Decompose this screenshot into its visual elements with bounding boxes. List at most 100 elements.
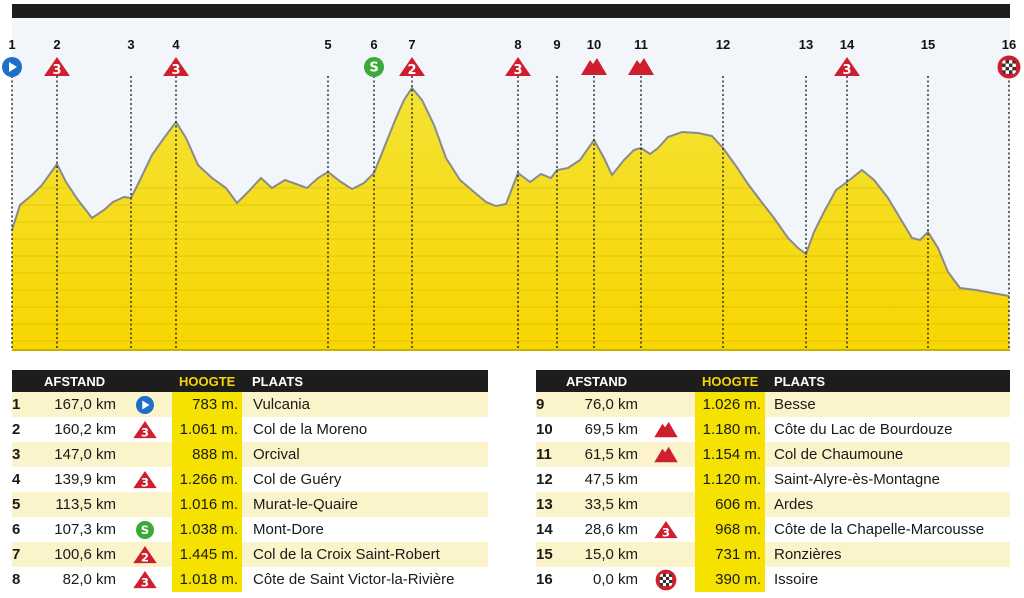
svg-text:3: 3: [141, 425, 149, 439]
point-number: 8: [514, 37, 521, 52]
point-number: 9: [553, 37, 560, 52]
row-distance: 107,3 km: [54, 521, 116, 538]
row-icon: 3: [131, 419, 157, 440]
table-row: 7 100,6 km 2 1.445 m. Col de la Croix Saint-…: [12, 542, 488, 567]
point-number: 16: [1002, 37, 1016, 52]
row-icon: 2: [131, 544, 157, 565]
category-3-climb-icon: 3: [505, 57, 531, 78]
row-distance: 147,0 km: [54, 446, 116, 463]
row-number: 8: [12, 571, 21, 588]
table-rows: 1 167,0 km 783 m. Vulcania 2 160,2 km 3 1.061 m…: [12, 392, 488, 592]
row-distance: 15,0 km: [584, 546, 638, 563]
row-distance: 61,5 km: [584, 446, 638, 463]
row-altitude: 1.016 m.: [172, 492, 242, 517]
row-altitude: 731 m.: [695, 542, 765, 567]
row-place: Ronzières: [774, 546, 842, 563]
table-header: AFSTAND HOOGTE PLAATS: [12, 370, 488, 392]
table-row: 2 160,2 km 3 1.061 m. Col de la Moreno: [12, 417, 488, 442]
row-altitude: 390 m.: [695, 567, 765, 592]
table-row: 5 113,5 km 1.016 m. Murat-le-Quaire: [12, 492, 488, 517]
row-altitude: 1.180 m.: [695, 417, 765, 442]
table-row: 13 33,5 km 606 m. Ardes: [536, 492, 1010, 517]
row-number: 4: [12, 471, 21, 488]
header-afstand: AFSTAND: [44, 374, 106, 389]
row-icon: [652, 444, 678, 465]
row-distance: 113,5 km: [55, 496, 116, 513]
row-number: 2: [12, 421, 21, 438]
row-distance: 139,9 km: [54, 471, 116, 488]
row-altitude: 1.038 m.: [172, 517, 242, 542]
row-place: Mont-Dore: [253, 521, 324, 538]
point-number: 6: [370, 37, 377, 52]
header-hoogte: HOOGTE: [179, 374, 236, 389]
row-altitude: 1.061 m.: [172, 417, 242, 442]
row-place: Col de Chaumoune: [774, 446, 904, 463]
row-place: Col de la Croix Saint-Robert: [253, 546, 440, 563]
svg-text:2: 2: [141, 550, 149, 564]
category-3-climb-icon: 3: [133, 571, 157, 589]
table-row: 1 167,0 km 783 m. Vulcania: [12, 392, 488, 417]
table-row: 12 47,5 km 1.120 m. Saint-Alyre-ès-Montagne: [536, 467, 1010, 492]
profile-outline: [11, 86, 1010, 297]
row-distance: 47,5 km: [584, 471, 638, 488]
point-number: 11: [634, 37, 648, 52]
row-icon: [652, 419, 678, 440]
row-distance: 69,5 km: [584, 421, 638, 438]
row-number: 11: [536, 446, 552, 463]
point-number: 10: [587, 37, 601, 52]
start-icon: [2, 57, 22, 77]
point-number: 1: [8, 37, 15, 52]
row-icon: 3: [131, 569, 157, 590]
row-icon: 3: [652, 519, 678, 540]
table-right: AFSTAND HOOGTE PLAATS 9 76,0 km 1.026 m. Be…: [536, 370, 1010, 592]
row-altitude: 888 m.: [172, 442, 242, 467]
table-row: 3 147,0 km 888 m. Orcival: [12, 442, 488, 467]
category-3-climb-icon: 3: [163, 57, 189, 78]
row-altitude: 1.026 m.: [695, 392, 765, 417]
row-number: 15: [536, 546, 553, 563]
row-number: 16: [536, 571, 553, 588]
svg-text:S: S: [141, 523, 149, 537]
category-3-climb-icon: 3: [133, 421, 157, 439]
profile-baseline: [12, 349, 1010, 351]
row-number: 7: [12, 546, 21, 563]
header-plaats: PLAATS: [774, 374, 826, 389]
point-number: 13: [799, 37, 813, 52]
row-distance: 33,5 km: [584, 496, 638, 513]
row-icon: 3: [131, 469, 157, 490]
row-place: Saint-Alyre-ès-Montagne: [774, 471, 940, 488]
header-plaats: PLAATS: [252, 374, 304, 389]
row-place: Issoire: [774, 571, 819, 588]
table-header: AFSTAND HOOGTE PLAATS: [536, 370, 1010, 392]
row-altitude: 1.445 m.: [172, 542, 242, 567]
table-row: 9 76,0 km 1.026 m. Besse: [536, 392, 1010, 417]
point-number: 12: [716, 37, 730, 52]
row-place: Besse: [774, 396, 816, 413]
sprint-icon: S: [364, 57, 384, 77]
finish-flag-icon: [655, 569, 677, 591]
sprint-icon: S: [136, 521, 154, 539]
row-distance: 160,2 km: [54, 421, 116, 438]
row-altitude: 968 m.: [695, 517, 765, 542]
category-3-climb-icon: 3: [44, 57, 70, 78]
svg-text:3: 3: [513, 63, 522, 78]
finish-flag-icon: [997, 55, 1021, 79]
category-2-climb-icon: 2: [133, 546, 157, 564]
row-distance: 0,0 km: [592, 571, 638, 588]
table-row: 10 69,5 km 1.180 m. Côte du Lac de Bourdouz…: [536, 417, 1010, 442]
header-bar: [12, 4, 1010, 18]
row-place: Orcival: [253, 446, 300, 463]
row-altitude: 1.154 m.: [695, 442, 765, 467]
svg-text:3: 3: [662, 525, 670, 539]
category-2-climb-icon: 2: [399, 57, 425, 78]
table-row: 14 28,6 km 3 968 m. Côte de la Chapelle-Marc…: [536, 517, 1010, 542]
row-number: 5: [12, 496, 21, 513]
row-number: 3: [12, 446, 21, 463]
point-number: 5: [324, 37, 331, 52]
svg-text:3: 3: [52, 63, 61, 78]
row-number: 14: [536, 521, 553, 538]
row-number: 13: [536, 496, 553, 513]
row-number: 6: [12, 521, 21, 538]
row-altitude: 1.120 m.: [695, 467, 765, 492]
row-place: Côte de Saint Victor-la-Rivière: [253, 571, 455, 588]
